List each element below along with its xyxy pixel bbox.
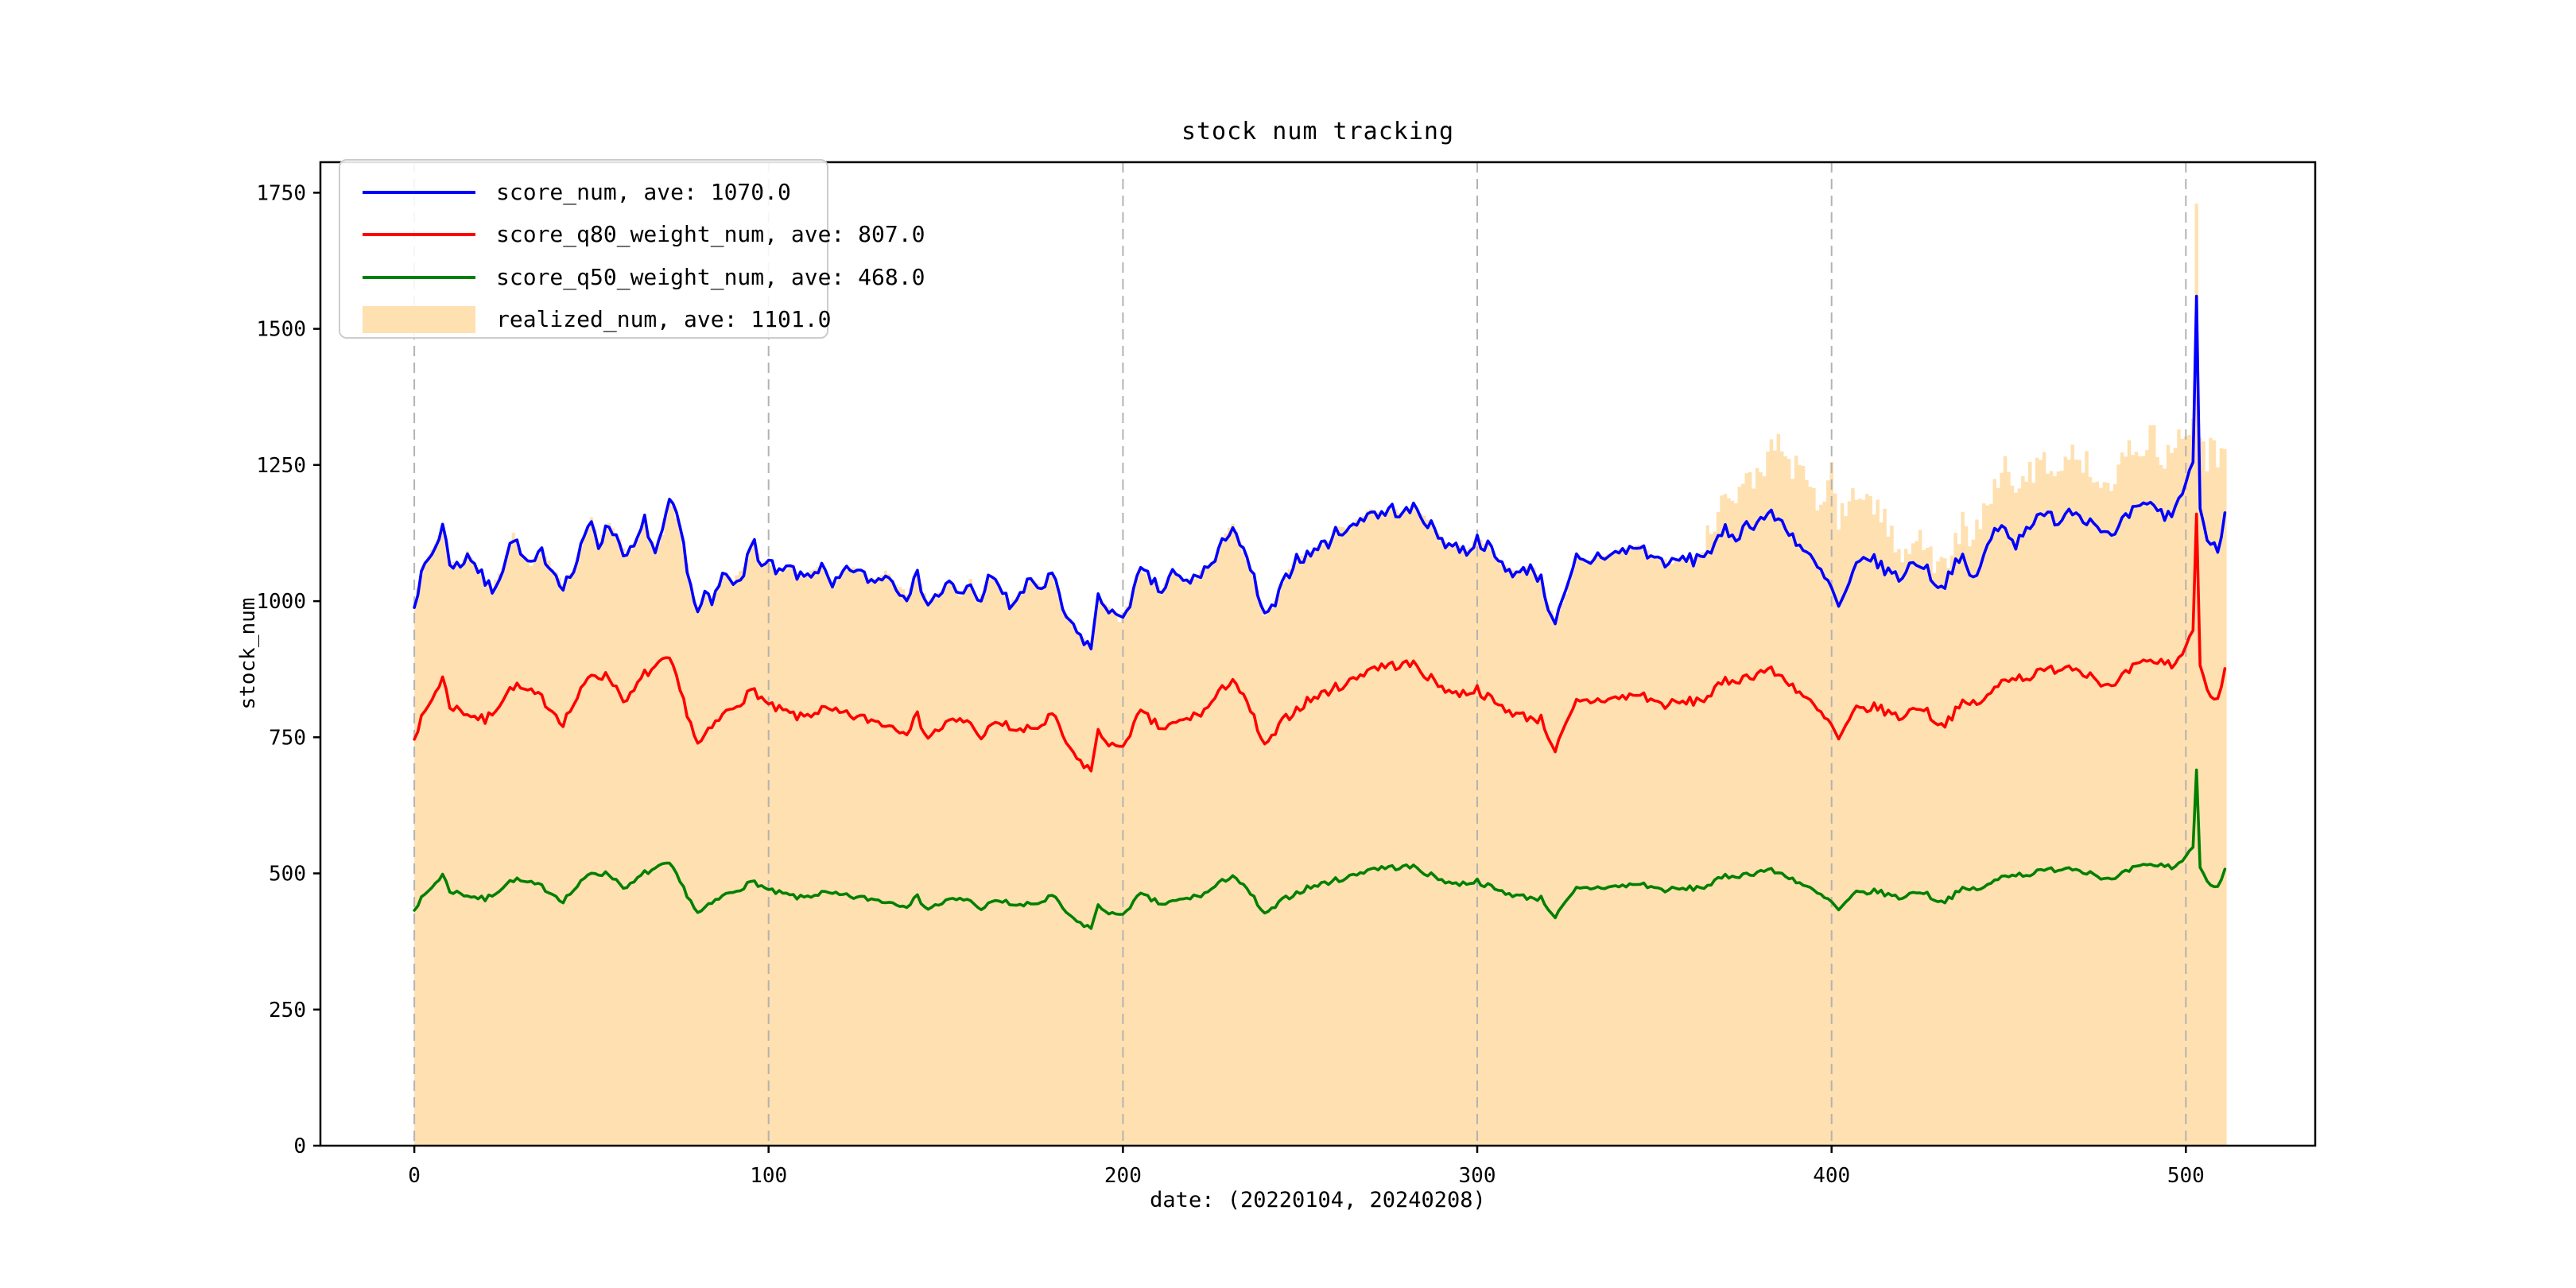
y-axis-label: stock_num [236, 597, 260, 710]
y-tick-label: 1000 [256, 590, 306, 614]
plot-border [319, 161, 2317, 1147]
realized-area [414, 204, 2227, 1146]
y-tick-label: 1250 [256, 454, 306, 478]
y-tick-label: 500 [269, 863, 306, 886]
legend-line-sample [363, 233, 475, 236]
y-tick-label: 1750 [256, 181, 306, 205]
legend-patch-sample [363, 306, 475, 333]
legend-item-label: score_q80_weight_num, ave: 807.0 [496, 221, 925, 247]
x-axis-ticks: 0 100 200 300 400 500 [408, 1146, 2205, 1188]
legend-line-sample [363, 191, 475, 194]
y-tick-label: 0 [293, 1135, 306, 1158]
legend-item-label: score_q50_weight_num, ave: 468.0 [496, 264, 925, 290]
series-line-score_q50_weight_num [413, 768, 2227, 930]
y-axis-ticks: 0 250 500 750 1000 1250 1500 1750 [256, 181, 320, 1158]
legend-item-label: score_num, ave: 1070.0 [496, 179, 791, 205]
legend-line-sample [363, 276, 475, 279]
series-line-score_num [413, 294, 2227, 650]
legend: score_num, ave: 1070.0 score_q80_weight_n… [339, 159, 925, 339]
y-tick-label: 750 [269, 726, 306, 750]
series-line-score_q80_weight_num [413, 512, 2227, 773]
x-tick-label: 200 [1104, 1164, 1142, 1188]
legend-item-label: realized_num, ave: 1101.0 [496, 306, 832, 332]
x-tick-label: 500 [2167, 1164, 2205, 1188]
x-axis-label: date: (20220104, 20240208) [1150, 1188, 1486, 1212]
x-tick-label: 400 [1813, 1164, 1850, 1188]
x-tick-label: 300 [1459, 1164, 1496, 1188]
y-tick-label: 250 [269, 999, 306, 1022]
y-tick-label: 1500 [256, 318, 306, 342]
chart-title: stock num tracking [1181, 118, 1455, 145]
x-tick-label: 100 [750, 1164, 787, 1188]
x-tick-label: 0 [408, 1164, 421, 1188]
gridlines [413, 162, 2187, 1146]
